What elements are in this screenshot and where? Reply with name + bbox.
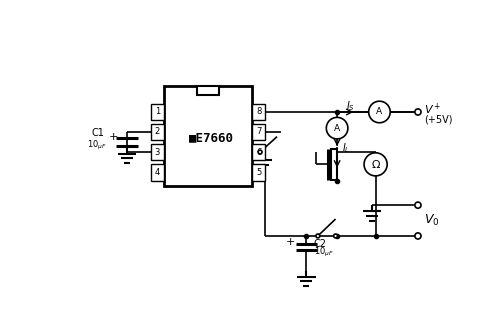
- Text: C1: C1: [92, 128, 105, 138]
- Text: A: A: [334, 124, 340, 133]
- Text: 7: 7: [256, 127, 262, 137]
- Text: 4: 4: [154, 168, 160, 177]
- Text: $\Omega$: $\Omega$: [370, 158, 380, 170]
- Text: +: +: [286, 237, 296, 247]
- Text: $V_0$: $V_0$: [424, 213, 440, 228]
- Bar: [198, 86, 219, 95]
- Bar: [151, 123, 164, 141]
- Bar: [331, 149, 337, 180]
- Circle shape: [258, 150, 262, 154]
- Bar: [164, 86, 252, 186]
- Bar: [151, 144, 164, 160]
- Text: $I_L$: $I_L$: [342, 141, 350, 155]
- Text: 5: 5: [256, 168, 262, 177]
- Bar: [151, 164, 164, 181]
- Bar: [252, 164, 266, 181]
- Circle shape: [415, 233, 421, 239]
- Text: 8: 8: [256, 108, 262, 116]
- Text: +: +: [108, 132, 118, 142]
- Text: $10_{\mu F}$: $10_{\mu F}$: [314, 246, 334, 259]
- Text: 1: 1: [154, 108, 160, 116]
- Circle shape: [415, 202, 421, 208]
- Text: A: A: [376, 108, 382, 116]
- Text: ■E7660: ■E7660: [188, 131, 234, 144]
- Circle shape: [326, 117, 348, 139]
- Bar: [252, 144, 266, 160]
- Circle shape: [316, 234, 320, 238]
- Text: 6: 6: [256, 148, 262, 156]
- Text: $I_S$: $I_S$: [346, 99, 356, 113]
- Circle shape: [368, 101, 390, 123]
- Bar: [252, 104, 266, 120]
- Bar: [252, 123, 266, 141]
- Text: $10_{\mu F}$: $10_{\mu F}$: [87, 139, 107, 152]
- Text: C2: C2: [314, 239, 327, 248]
- Text: $V^+$: $V^+$: [424, 101, 442, 116]
- Text: 3: 3: [154, 148, 160, 156]
- Bar: [151, 104, 164, 120]
- Circle shape: [415, 109, 421, 115]
- Text: (+5V): (+5V): [424, 115, 452, 125]
- Circle shape: [364, 153, 387, 176]
- Circle shape: [334, 234, 338, 238]
- Text: 2: 2: [154, 127, 160, 137]
